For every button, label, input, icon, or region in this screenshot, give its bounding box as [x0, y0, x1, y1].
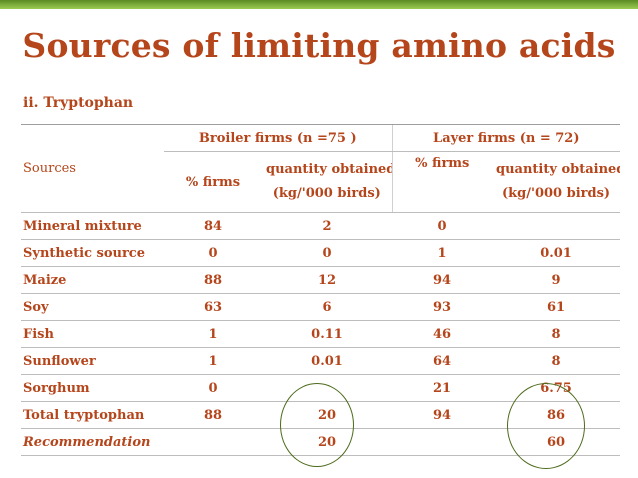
slide-subtitle: ii. Tryptophan	[23, 95, 134, 111]
row-source: Sunflower	[21, 347, 164, 375]
table-row: Fish 1 0.11 46 8	[21, 320, 621, 348]
layer-pct-cell: 46	[392, 320, 493, 348]
broiler-pct-cell: 63	[164, 293, 262, 321]
layer-qty-cell: 8	[492, 320, 621, 348]
header-row-1: Sources Broiler firms (n =75 ) Layer fir…	[21, 124, 621, 213]
layer-pct-cell: 64	[392, 347, 493, 375]
layer-qty-line1: quantity obtained	[496, 162, 621, 177]
layer-pct-cell: 1	[392, 239, 493, 267]
broiler-pct-cell: 1	[164, 347, 262, 375]
layer-qty-cell	[492, 212, 621, 240]
broiler-pct-header: % firms	[164, 151, 262, 213]
layer-pct-cell: 21	[392, 374, 493, 402]
broiler-qty-cell: 0.11	[262, 320, 393, 348]
row-source: Total tryptophan	[21, 401, 164, 429]
layer-qty-header: quantity obtained (kg/'000 birds)	[492, 151, 621, 213]
layer-qty-cell: 61	[492, 293, 621, 321]
broiler-qty-cell: 0.01	[262, 347, 393, 375]
header-row-2: % firms quantity obtained (kg/'000 birds…	[21, 151, 621, 213]
broiler-pct-cell: 88	[164, 266, 262, 294]
broiler-pct-cell: 1	[164, 320, 262, 348]
layer-qty-line2: (kg/'000 birds)	[501, 186, 611, 201]
layer-pct-cell	[392, 428, 493, 456]
row-source: Recommendation	[21, 428, 164, 456]
row-source: Synthetic source	[21, 239, 164, 267]
table-row: Sunflower 1 0.01 64 8	[21, 347, 621, 375]
broiler-qty-cell: 6	[262, 293, 393, 321]
table-row: Mineral mixture 84 2 0	[21, 212, 621, 240]
broiler-qty-line2: (kg/'000 birds)	[272, 186, 381, 201]
broiler-qty-line1: quantity obtained	[266, 162, 393, 177]
sources-header: Sources	[21, 124, 164, 213]
broiler-pct-cell: 88	[164, 401, 262, 429]
broiler-qty-cell: 2	[262, 212, 393, 240]
layer-qty-cell: 0.01	[492, 239, 621, 267]
layer-pct-cell: 0	[392, 212, 493, 240]
broiler-pct-cell	[164, 428, 262, 456]
layer-qty-cell: 8	[492, 347, 621, 375]
broiler-pct-cell: 0	[164, 239, 262, 267]
row-source: Soy	[21, 293, 164, 321]
broiler-header: Broiler firms (n =75 )	[164, 124, 393, 152]
layer-header: Layer firms (n = 72)	[391, 124, 621, 152]
layer-pct-header: % firms	[391, 151, 493, 213]
highlight-circle-broiler	[280, 383, 354, 467]
row-source: Mineral mixture	[21, 212, 164, 240]
broiler-pct-cell: 0	[164, 374, 262, 402]
top-accent-bar	[0, 0, 638, 9]
broiler-pct-cell: 84	[164, 212, 262, 240]
layer-qty-cell: 9	[492, 266, 621, 294]
tryptophan-table: Sources Broiler firms (n =75 ) Layer fir…	[21, 124, 621, 456]
table-row: Soy 63 6 93 61	[21, 293, 621, 321]
table-row: Synthetic source 0 0 1 0.01	[21, 239, 621, 267]
slide-title: Sources of limiting amino acids	[22, 26, 616, 65]
row-source: Maize	[21, 266, 164, 294]
row-source: Fish	[21, 320, 164, 348]
table-row: Maize 88 12 94 9	[21, 266, 621, 294]
layer-pct-cell: 94	[392, 401, 493, 429]
row-source: Sorghum	[21, 374, 164, 402]
broiler-qty-cell: 12	[262, 266, 393, 294]
highlight-circle-layer	[507, 383, 585, 469]
layer-pct-cell: 93	[392, 293, 493, 321]
broiler-qty-cell: 0	[262, 239, 393, 267]
layer-pct-cell: 94	[392, 266, 493, 294]
broiler-qty-header: quantity obtained (kg/'000 birds)	[262, 151, 393, 213]
